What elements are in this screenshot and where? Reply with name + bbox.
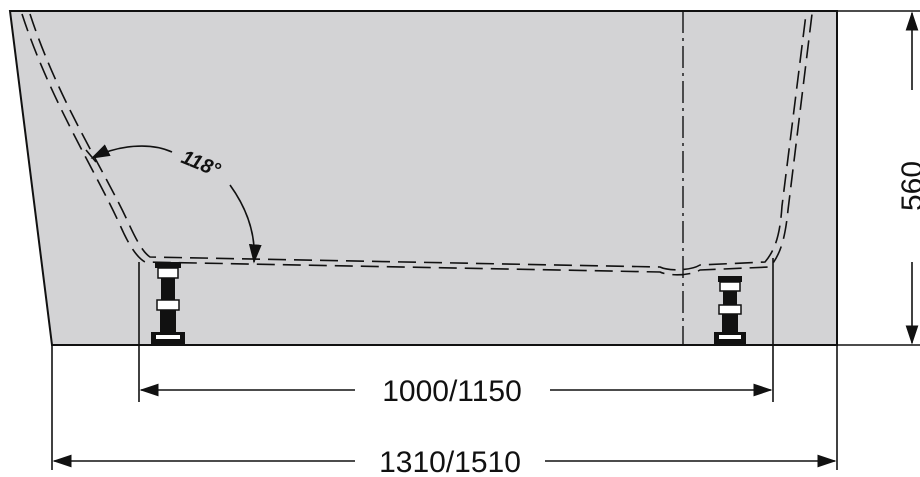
left-support-foot [151,262,185,345]
height-label: 560 [896,161,920,211]
right-support-foot [714,276,746,345]
inner-width-label: 1000/1150 [382,375,522,408]
height-dimension: 560 [837,10,920,346]
inner-basin-contour [21,13,813,276]
overall-length-label: 1310/1510 [379,446,521,477]
inner-width-dimension: 1000/1150 [138,258,774,408]
overall-length-dimension: 1310/1510 [51,345,838,477]
tub-body [8,10,838,346]
